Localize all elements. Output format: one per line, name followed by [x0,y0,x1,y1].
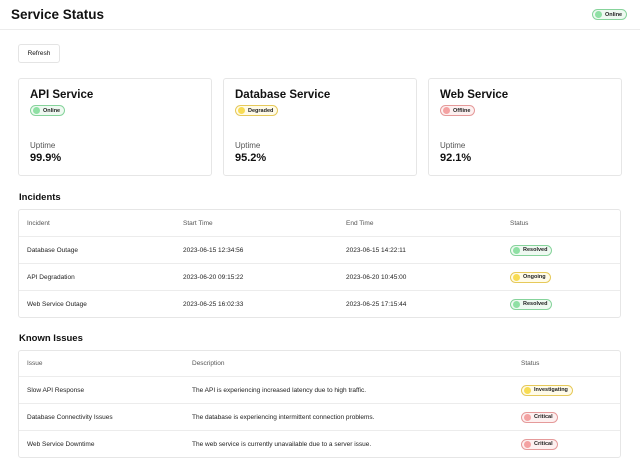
uptime-label: Uptime [440,141,466,150]
incident-start-time: 2023-06-20 09:15:22 [183,273,244,281]
incident-status-cell: Ongoing [510,264,551,290]
app-header: Service Status Online [0,0,640,30]
table-row[interactable]: Database Outage 2023-06-15 12:34:56 2023… [19,236,620,263]
incidents-table: Incident Start Time End Time Status Data… [18,209,621,318]
table-row[interactable]: Web Service Outage 2023-06-25 16:02:33 2… [19,290,620,317]
status-badge-label: Resolved [523,301,548,307]
column-header-start-time: Start Time [183,219,213,227]
status-badge: Investigating [521,384,573,396]
issue-name: Slow API Response [27,386,85,394]
known-issues-heading: Known Issues [19,333,83,344]
incident-name: API Degradation [27,273,75,281]
service-status-label: Offline [453,107,471,114]
service-name: Database Service [235,89,331,101]
table-header-row: Issue Description Status [19,351,620,376]
uptime-label: Uptime [235,141,261,150]
status-badge-label: Critical [534,414,553,420]
incident-end-time: 2023-06-20 10:45:00 [346,273,407,281]
status-badge-label: Ongoing [523,274,546,280]
service-status-badge: Degraded [235,105,279,116]
incident-status-cell: Resolved [510,291,553,317]
table-row[interactable]: Slow API Response The API is experiencin… [19,376,620,403]
status-dot-icon [524,413,531,421]
incident-start-time: 2023-06-15 12:34:56 [183,246,244,254]
incident-status-cell: Resolved [510,237,553,263]
service-card-web: Web Service Offline Uptime 92.1% [428,78,622,176]
page-title: Service Status [11,7,105,22]
service-name: API Service [30,89,94,101]
status-badge: Resolved [510,298,553,310]
service-card-api: API Service Online Uptime 99.9% [18,78,212,176]
column-header-description: Description [192,360,225,367]
incident-name: Database Outage [27,246,78,254]
issue-status-cell: Critical [521,431,558,457]
issue-description: The web service is currently unavailable… [192,440,372,448]
status-badge: Critical [521,411,558,423]
known-issues-table: Issue Description Status Slow API Respon… [18,350,621,458]
status-dot-icon [238,107,245,114]
incident-end-time: 2023-06-15 14:22:11 [346,246,406,254]
service-name: Web Service [440,89,509,101]
status-dot-icon [595,11,602,18]
status-badge-label: Investigating [534,387,568,393]
issue-status-cell: Investigating [521,377,573,403]
issue-description: The database is experiencing intermitten… [192,413,375,421]
status-badge: Resolved [510,244,553,256]
table-row[interactable]: Database Connectivity Issues The databas… [19,403,620,430]
service-status-label: Online [43,107,61,114]
table-header-row: Incident Start Time End Time Status [19,210,620,236]
service-card-database: Database Service Degraded Uptime 95.2% [223,78,417,176]
issue-name: Web Service Downtime [27,440,95,448]
status-badge-label: Critical [534,441,553,447]
refresh-button[interactable]: Refresh [18,44,60,63]
table-row[interactable]: Web Service Downtime The web service is … [19,430,620,457]
uptime-label: Uptime [30,141,56,150]
status-badge-label: Resolved [523,247,548,253]
column-header-status: Status [510,219,529,227]
status-badge: Critical [521,438,558,450]
incident-end-time: 2023-06-25 17:15:44 [346,300,407,308]
column-header-status: Status [521,360,540,367]
status-dot-icon [513,300,520,308]
global-status-badge: Online [592,9,628,20]
issue-description: The API is experiencing increased latenc… [192,386,367,394]
service-status-badge: Offline [440,105,476,116]
service-status-badge: Online [30,105,66,116]
status-dot-icon [524,440,531,448]
incident-name: Web Service Outage [27,300,87,308]
status-dot-icon [443,107,450,114]
status-dot-icon [524,386,531,394]
issue-name: Database Connectivity Issues [27,413,113,421]
uptime-value: 99.9% [30,152,62,164]
column-header-issue: Issue [27,360,43,367]
global-status-label: Online [605,11,623,18]
status-dot-icon [513,273,520,281]
status-badge: Ongoing [510,271,551,283]
column-header-incident: Incident [27,219,50,227]
column-header-end-time: End Time [346,219,374,227]
uptime-value: 92.1% [440,152,472,164]
issue-status-cell: Critical [521,404,558,430]
table-row[interactable]: API Degradation 2023-06-20 09:15:22 2023… [19,263,620,290]
service-status-label: Degraded [248,107,274,114]
uptime-value: 95.2% [235,152,267,164]
status-dot-icon [513,246,520,254]
incidents-heading: Incidents [19,192,61,203]
status-dot-icon [33,107,40,114]
incident-start-time: 2023-06-25 16:02:33 [183,300,244,308]
